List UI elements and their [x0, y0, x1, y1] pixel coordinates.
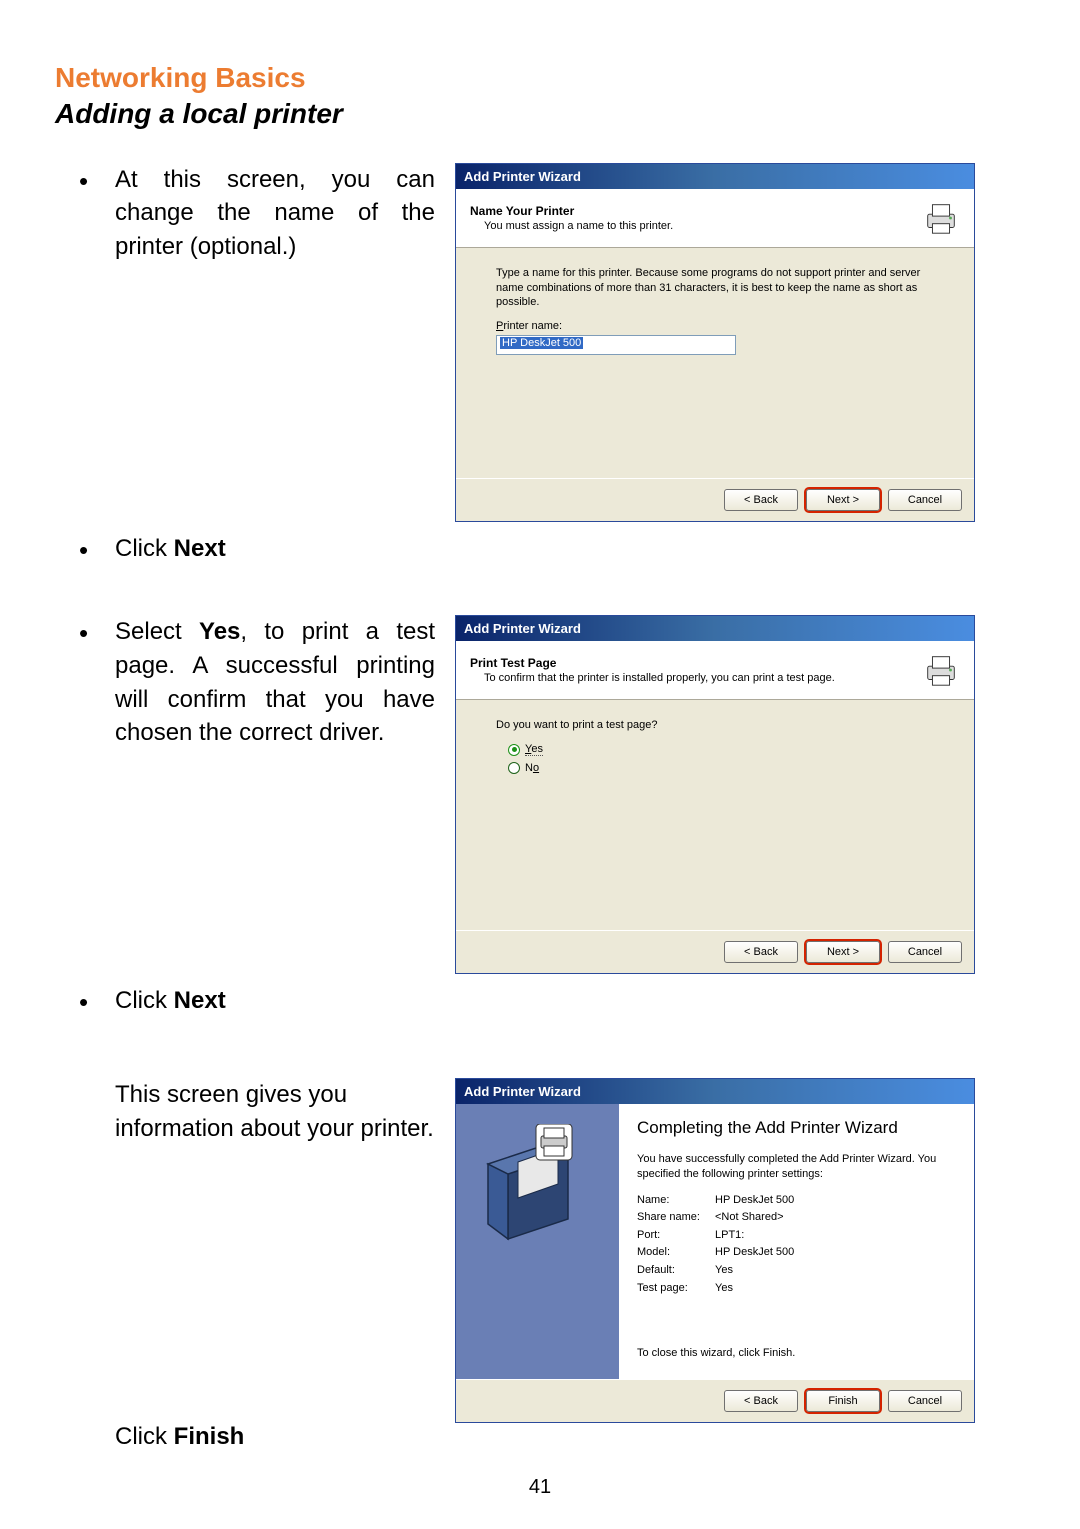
- radio-yes-label: Yes: [525, 743, 543, 756]
- dialog2-cancel-button[interactable]: Cancel: [888, 941, 962, 963]
- printer-name-label-rest: rinter name:: [503, 320, 562, 332]
- dialog1-next-button[interactable]: Next >: [806, 489, 880, 511]
- dialog2-header-sub: To confirm that the printer is installed…: [470, 672, 922, 684]
- row-2: Select Yes, to print a test page. A succ…: [55, 615, 1025, 974]
- set-lbl-default: Default:: [637, 1262, 715, 1280]
- dialog1-buttons: < Back Next > Cancel: [456, 478, 974, 521]
- set-lbl-model: Model:: [637, 1244, 715, 1262]
- dialog1-cancel-button[interactable]: Cancel: [888, 489, 962, 511]
- step6-text: Click Finish: [65, 1423, 435, 1451]
- dialog1-title: Add Printer Wizard: [456, 164, 974, 189]
- row-clicknext1: Click Next: [55, 532, 1025, 566]
- printer-icon: [922, 651, 960, 689]
- dialog1-header-sub: You must assign a name to this printer.: [470, 220, 922, 232]
- printer-name-value: HP DeskJet 500: [500, 337, 583, 349]
- row-1: At this screen, you can change the name …: [55, 163, 1025, 522]
- dialog2-header: Print Test Page To confirm that the prin…: [456, 641, 974, 700]
- dialog1-body: Type a name for this printer. Because so…: [456, 248, 974, 478]
- dialog2-question: Do you want to print a test page?: [496, 718, 944, 733]
- dialog3-msg: You have successfully completed the Add …: [637, 1152, 956, 1182]
- set-lbl-share: Share name:: [637, 1209, 715, 1227]
- dialog-test-page: Add Printer Wizard Print Test Page To co…: [455, 615, 975, 974]
- heading-line2: Adding a local printer: [55, 96, 1025, 132]
- dialog1-back-button[interactable]: < Back: [724, 489, 798, 511]
- dialog3-finish-button[interactable]: Finish: [806, 1390, 880, 1412]
- set-val-default: Yes: [715, 1262, 733, 1280]
- dialog2-header-title: Print Test Page: [470, 656, 922, 670]
- dialog2-title: Add Printer Wizard: [456, 616, 974, 641]
- dialog3-title: Add Printer Wizard: [456, 1079, 974, 1104]
- heading-line1: Networking Basics: [55, 60, 1025, 96]
- step3-text: Select Yes, to print a test page. A succ…: [79, 615, 435, 749]
- doc-heading: Networking Basics Adding a local printer: [55, 60, 1025, 133]
- row-clicknext2: Click Next: [55, 984, 1025, 1018]
- radio-yes[interactable]: Yes: [508, 743, 944, 756]
- step2-text: Click Next: [79, 532, 435, 566]
- step1-text: At this screen, you can change the name …: [79, 163, 435, 264]
- printer-icon: [922, 199, 960, 237]
- row-3: This screen gives you information about …: [55, 1078, 1025, 1423]
- step5-text: This screen gives you information about …: [65, 1078, 435, 1145]
- dialog-completing: Add Printer Wizard Completing: [455, 1078, 975, 1423]
- page-number: 41: [529, 1476, 551, 1499]
- dialog2-back-button[interactable]: < Back: [724, 941, 798, 963]
- dialog3-back-button[interactable]: < Back: [724, 1390, 798, 1412]
- settings-table: Name:HP DeskJet 500 Share name:<Not Shar…: [637, 1192, 956, 1298]
- dialog2-next-button[interactable]: Next >: [806, 941, 880, 963]
- dialog3-heading: Completing the Add Printer Wizard: [637, 1118, 956, 1138]
- set-val-name: HP DeskJet 500: [715, 1192, 794, 1210]
- dialog3-sidebar: [456, 1104, 619, 1379]
- set-lbl-port: Port:: [637, 1227, 715, 1245]
- dialog1-body-text: Type a name for this printer. Because so…: [496, 266, 944, 311]
- dialog-name-printer: Add Printer Wizard Name Your Printer You…: [455, 163, 975, 522]
- printer-name-input[interactable]: HP DeskJet 500: [496, 335, 736, 355]
- printer-name-label: Printer name:: [496, 320, 944, 332]
- radio-no-label: No: [525, 762, 539, 774]
- row-clickfinish: Click Finish: [55, 1423, 1025, 1451]
- dialog3-buttons: < Back Finish Cancel: [456, 1379, 974, 1422]
- set-val-model: HP DeskJet 500: [715, 1244, 794, 1262]
- set-val-port: LPT1:: [715, 1227, 744, 1245]
- step4-text: Click Next: [79, 984, 435, 1018]
- set-lbl-name: Name:: [637, 1192, 715, 1210]
- dialog2-body: Do you want to print a test page? Yes No: [456, 700, 974, 930]
- radio-no[interactable]: No: [508, 762, 944, 774]
- dialog3-close-text: To close this wizard, click Finish.: [637, 1347, 956, 1359]
- dialog1-header: Name Your Printer You must assign a name…: [456, 189, 974, 248]
- printer-big-icon: [478, 1124, 598, 1264]
- set-lbl-test: Test page:: [637, 1280, 715, 1298]
- set-val-test: Yes: [715, 1280, 733, 1298]
- dialog3-cancel-button[interactable]: Cancel: [888, 1390, 962, 1412]
- dialog2-buttons: < Back Next > Cancel: [456, 930, 974, 973]
- dialog3-body: Completing the Add Printer Wizard You ha…: [456, 1104, 974, 1379]
- dialog1-header-title: Name Your Printer: [470, 204, 922, 218]
- set-val-share: <Not Shared>: [715, 1209, 784, 1227]
